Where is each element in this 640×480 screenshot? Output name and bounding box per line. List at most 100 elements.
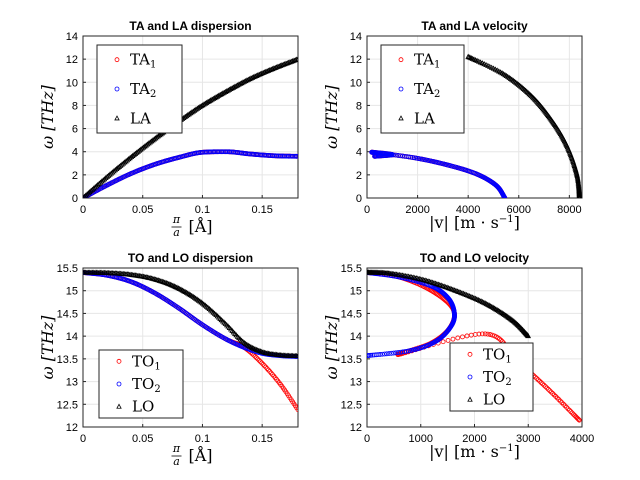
data-point <box>386 351 392 356</box>
data-point <box>576 185 582 191</box>
data-point <box>83 192 89 198</box>
x-label-close: ] <box>514 213 520 232</box>
data-point <box>154 276 160 283</box>
x-label-text: |v| [m · s−1] <box>429 213 520 232</box>
legend-label: LO <box>132 398 154 416</box>
y-tick-label: 12 <box>66 54 78 66</box>
series-3 <box>83 269 298 359</box>
data-point <box>510 317 516 323</box>
legend-label-base: TA <box>414 80 434 98</box>
data-point <box>497 336 502 342</box>
x-tick-label: 2000 <box>462 433 486 445</box>
y-tick-label: 4 <box>72 147 78 159</box>
x-label-numerator: π <box>172 213 181 226</box>
legend-entry: TO2 <box>116 375 161 395</box>
legend-marker <box>116 358 122 364</box>
legend-label: TA2 <box>130 80 156 100</box>
legend-entry: TO2 <box>467 368 512 388</box>
legend-label-base: TO <box>483 345 505 363</box>
x-tick-label: 4000 <box>570 433 594 445</box>
data-point <box>547 388 553 394</box>
data-point <box>464 333 470 339</box>
data-point <box>164 280 171 286</box>
legend-marker <box>398 86 404 92</box>
data-point <box>163 279 170 286</box>
y-tick-label: 12 <box>66 422 78 434</box>
data-point <box>485 62 491 68</box>
y-tick-label: 13 <box>350 377 362 389</box>
data-point <box>252 353 258 359</box>
data-point <box>372 153 377 159</box>
legend: TA1 TA2 LA <box>96 44 183 134</box>
data-point <box>537 378 543 384</box>
chart-title: TA and LA velocity <box>421 19 528 33</box>
data-point <box>575 181 582 187</box>
x-tick-label: 0.05 <box>132 204 153 216</box>
y-tick-label: 14 <box>66 331 78 343</box>
legend-entry: LO <box>116 398 154 416</box>
data-point <box>83 269 86 275</box>
data-point <box>382 351 387 357</box>
legend-label-base: LA <box>130 109 151 127</box>
legend-entry: TA1 <box>398 51 440 71</box>
x-label-denominator: a <box>173 455 180 468</box>
x-label-unit: [Å] <box>189 445 213 465</box>
series-2 <box>83 270 298 359</box>
legend-entry: TA2 <box>398 80 440 100</box>
data-point <box>384 351 390 357</box>
legend-label: TA1 <box>130 51 156 71</box>
y-tick-label: 0 <box>72 193 78 205</box>
data-point <box>253 355 259 361</box>
data-point <box>479 60 486 66</box>
data-point <box>490 65 497 71</box>
x-axis-label: πa [Å] <box>171 213 213 239</box>
legend-marker <box>116 381 122 387</box>
data-point <box>92 184 98 190</box>
x-tick-label: 8000 <box>557 204 581 216</box>
data-point <box>561 401 566 407</box>
data-point <box>576 417 582 423</box>
data-point <box>466 54 472 60</box>
y-tick-label: 12.5 <box>57 399 78 411</box>
data-point <box>258 348 265 354</box>
data-point <box>254 347 261 353</box>
y-tick-label: 10 <box>350 77 362 89</box>
legend-label-base: LO <box>132 398 154 416</box>
y-tick-label: 10 <box>66 77 78 89</box>
x-tick-label: 3000 <box>516 433 540 445</box>
legend-label: LA <box>130 109 151 127</box>
y-tick-label: 14 <box>66 31 78 43</box>
legend-marker <box>398 57 404 63</box>
axes-box <box>366 267 583 428</box>
chart-title: TA and LA dispersion <box>129 19 251 33</box>
legend-box <box>449 342 534 412</box>
legend-label-base: TO <box>132 352 154 370</box>
legend-label-base: TA <box>130 51 150 69</box>
data-point <box>564 404 569 410</box>
y-tick-label: 4 <box>356 147 362 159</box>
data-point <box>565 406 571 412</box>
x-tick-label: 0.05 <box>132 433 153 445</box>
data-point <box>551 392 557 398</box>
legend-box <box>98 349 184 419</box>
legend-label-subscript: 1 <box>154 361 160 372</box>
x-tick-label: 6000 <box>507 204 531 216</box>
data-point <box>575 177 581 183</box>
data-point <box>512 319 518 325</box>
legend-label-base: TA <box>414 51 434 69</box>
x-label-text: |v| [m · s−1] <box>429 442 520 461</box>
chart-title: TO and LO dispersion <box>128 251 253 265</box>
data-point <box>576 417 581 422</box>
legend-label: TO1 <box>483 345 512 365</box>
data-point <box>562 403 568 409</box>
legend-label: TO2 <box>132 375 161 395</box>
y-tick-label: 8 <box>72 100 78 112</box>
legend-marker <box>114 115 120 121</box>
data-point <box>467 54 473 60</box>
y-tick-label: 12.5 <box>341 399 362 411</box>
legend-label-subscript: 2 <box>154 384 160 395</box>
data-point <box>534 376 540 381</box>
x-label-main: |v| [m · s <box>429 442 499 461</box>
